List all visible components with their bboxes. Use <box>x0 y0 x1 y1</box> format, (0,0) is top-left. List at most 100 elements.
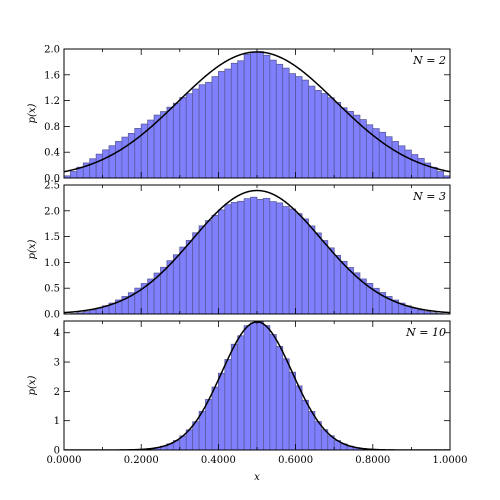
histogram-bar <box>314 89 322 178</box>
histogram-bar <box>295 76 303 178</box>
histogram-bar <box>295 385 303 450</box>
histogram-bar <box>179 246 187 314</box>
y-tick-label: 0.8 <box>44 122 60 133</box>
panel-annotation: N = 2 <box>412 54 446 67</box>
histogram-bar <box>269 201 277 314</box>
y-tick-label: 0.0 <box>44 310 60 321</box>
histogram-bar <box>243 198 251 314</box>
histogram-1 <box>64 51 450 178</box>
histogram-bar <box>301 79 309 178</box>
histogram-bar <box>160 266 168 314</box>
histogram-bar <box>288 73 296 178</box>
histogram-bar <box>237 335 245 450</box>
x-tick-label: 0.8000 <box>355 455 390 466</box>
histogram-bar <box>314 232 322 314</box>
histogram-bar <box>295 213 303 314</box>
histogram-bar <box>346 267 354 314</box>
histogram-bar <box>198 225 206 314</box>
histogram-bar <box>192 88 200 178</box>
x-axis-label: x <box>254 472 260 483</box>
histogram-bar <box>121 136 129 178</box>
histogram-bar <box>436 171 444 178</box>
histogram-bar <box>166 106 174 178</box>
histogram-bar <box>205 81 213 178</box>
histogram-bar <box>282 206 290 314</box>
y-tick-label: 2.0 <box>44 45 60 56</box>
panel-1: 0.0 0.4 0.8 1.2 1.6 2.0 p(x) N = 2 <box>27 45 451 185</box>
y-axis-label: p(x) <box>27 239 38 259</box>
histogram-bar <box>308 85 316 178</box>
histogram-bar <box>102 149 110 178</box>
histogram-bar <box>256 199 264 314</box>
histogram-bar <box>217 71 226 178</box>
histogram-bar <box>192 232 200 314</box>
histogram-bar <box>70 171 78 178</box>
histogram-bar <box>301 218 309 314</box>
histogram-bar <box>256 51 264 178</box>
histogram-bar <box>160 111 168 178</box>
y-tick-label: 2.0 <box>44 206 60 217</box>
histogram-bar <box>250 51 258 178</box>
histogram-bar <box>333 254 342 314</box>
histogram-bar <box>217 209 226 314</box>
histogram-bar <box>230 202 239 314</box>
histogram-bar <box>198 84 206 178</box>
histogram-bar <box>410 154 419 178</box>
y-tick-label: 0.4 <box>44 148 60 159</box>
histogram-bar <box>192 421 200 450</box>
histogram-bar <box>340 107 348 178</box>
histogram-bar <box>314 421 322 450</box>
histogram-2 <box>64 196 450 314</box>
histogram-bar <box>308 225 316 314</box>
histogram-bar <box>224 68 232 178</box>
histogram-bar <box>230 343 239 450</box>
histogram-bar <box>115 141 123 178</box>
histogram-bar <box>198 411 206 450</box>
y-tick-label: 0 <box>54 446 60 457</box>
histogram-bar <box>378 131 387 178</box>
histogram-bar <box>263 325 271 450</box>
histogram-bar <box>89 309 97 314</box>
panel-3: 0 1 2 3 4 0.0000 0.2000 0.4000 0.6000 0.8000 1.000… <box>27 320 468 483</box>
histogram-bar <box>243 53 251 178</box>
x-tick-label: 0.0000 <box>47 455 82 466</box>
panel-2: 0.0 0.5 1.0 1.5 2.0 2.5 p(x) N = 3 <box>27 181 451 321</box>
histogram-bar <box>282 67 290 178</box>
histogram-bar <box>353 114 361 178</box>
histogram-bar <box>205 399 213 450</box>
y-tick-label: 2 <box>54 387 60 398</box>
x-tick-label: 0.4000 <box>201 455 236 466</box>
histogram-bar <box>224 204 232 314</box>
x-tick-label: 0.2000 <box>124 455 159 466</box>
y-tick-label: 1.5 <box>44 232 60 243</box>
histogram-bar <box>179 97 187 178</box>
histogram-bar <box>108 145 116 178</box>
panels: 0.0 0.4 0.8 1.2 1.6 2.0 p(x) N = 2 0.0 0.5 1.0 1.5 2… <box>27 45 468 484</box>
histogram-bar <box>269 334 277 450</box>
histogram-bar <box>172 102 181 178</box>
histogram-bar <box>224 359 232 450</box>
histogram-bar <box>275 346 284 450</box>
histogram-bar <box>211 214 219 314</box>
histogram-bar <box>385 136 393 178</box>
histogram-bar <box>275 202 284 314</box>
y-tick-label: 1.2 <box>44 96 60 107</box>
histogram-bar <box>320 240 329 314</box>
histogram-bar <box>333 102 342 178</box>
histogram-bar <box>327 247 335 314</box>
histogram-bar <box>217 372 226 450</box>
y-tick-label: 3 <box>54 358 60 369</box>
y-tick-label: 1.6 <box>44 70 60 81</box>
histogram-bar <box>417 158 425 178</box>
y-tick-label: 2.5 <box>44 181 60 192</box>
histogram-bar <box>288 208 296 314</box>
histogram-bar <box>320 93 329 178</box>
histogram-bar <box>275 63 284 178</box>
histogram-bar <box>288 371 296 450</box>
histogram-bar <box>211 386 219 450</box>
y-tick-label: 0.5 <box>44 284 60 295</box>
histogram-bar <box>89 158 97 178</box>
histogram-bar <box>327 97 335 178</box>
histogram-bar <box>172 254 181 314</box>
